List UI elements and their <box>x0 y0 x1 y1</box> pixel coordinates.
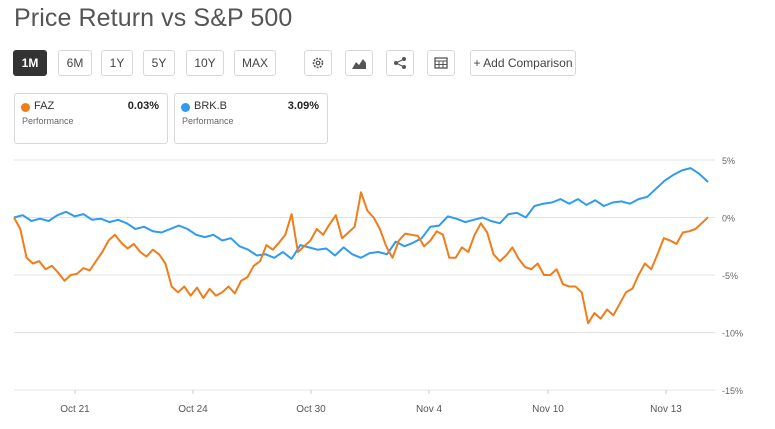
x-tick-label: Nov 4 <box>416 404 443 415</box>
x-tick-label: Nov 13 <box>650 404 682 415</box>
page-title: Price Return vs S&P 500 <box>14 4 293 32</box>
chart-lines <box>13 167 709 325</box>
x-tick-label: Oct 24 <box>178 404 208 415</box>
range-button-max[interactable]: MAX <box>234 50 276 76</box>
range-button-6m[interactable]: 6M <box>58 50 92 76</box>
y-tick-label: 0% <box>722 214 735 224</box>
legend-card-faz[interactable]: FAZ 0.03% Performance <box>14 93 168 144</box>
card-ticker: FAZ <box>34 100 55 112</box>
chart-type-button[interactable] <box>345 50 373 76</box>
series-color-dot <box>181 103 190 112</box>
y-axis-ticks: 5% 0% -5% -10% -15% <box>722 156 743 396</box>
settings-button[interactable] <box>304 50 332 76</box>
x-tick-label: Nov 10 <box>532 404 564 415</box>
table-icon <box>434 57 448 69</box>
series-color-dot <box>21 103 30 112</box>
card-percent: 0.03% <box>127 100 159 112</box>
gear-icon <box>312 57 324 69</box>
add-comparison-button[interactable]: + Add Comparison <box>470 50 576 76</box>
x-tick-label: Oct 30 <box>296 404 326 415</box>
share-icon <box>394 57 406 69</box>
range-button-5y[interactable]: 5Y <box>143 50 175 76</box>
card-ticker: BRK.B <box>194 100 228 112</box>
chart-grid <box>14 159 715 391</box>
y-tick-label: -5% <box>722 271 738 281</box>
card-subtitle: Performance <box>22 116 74 126</box>
table-view-button[interactable] <box>427 50 455 76</box>
x-tick-label: Oct 21 <box>60 404 90 415</box>
share-button[interactable] <box>386 50 414 76</box>
y-tick-label: 5% <box>722 156 735 166</box>
range-button-10y[interactable]: 10Y <box>186 50 224 76</box>
range-button-1m[interactable]: 1M <box>13 50 47 76</box>
card-subtitle: Performance <box>182 116 234 126</box>
y-tick-label: -15% <box>722 386 743 396</box>
legend-card-brk-b[interactable]: BRK.B 3.09% Performance <box>174 93 328 144</box>
y-tick-label: -10% <box>722 329 743 339</box>
range-button-1y[interactable]: 1Y <box>101 50 133 76</box>
x-axis-ticks: Oct 21 Oct 24 Oct 30 Nov 4 Nov 10 Nov 13 <box>60 390 682 415</box>
series-line-faz <box>13 191 709 325</box>
series-line-brk-b <box>13 167 709 260</box>
chart-toolbar: 1M 6M 1Y 5Y 10Y MAX + Add Comparison <box>0 50 775 76</box>
card-percent: 3.09% <box>287 100 319 112</box>
price-return-chart[interactable]: 5% 0% -5% -10% -15% Oct 21 Oct 24 Oct 30 Nov 4 N… <box>0 150 775 429</box>
area-chart-icon <box>352 59 366 69</box>
